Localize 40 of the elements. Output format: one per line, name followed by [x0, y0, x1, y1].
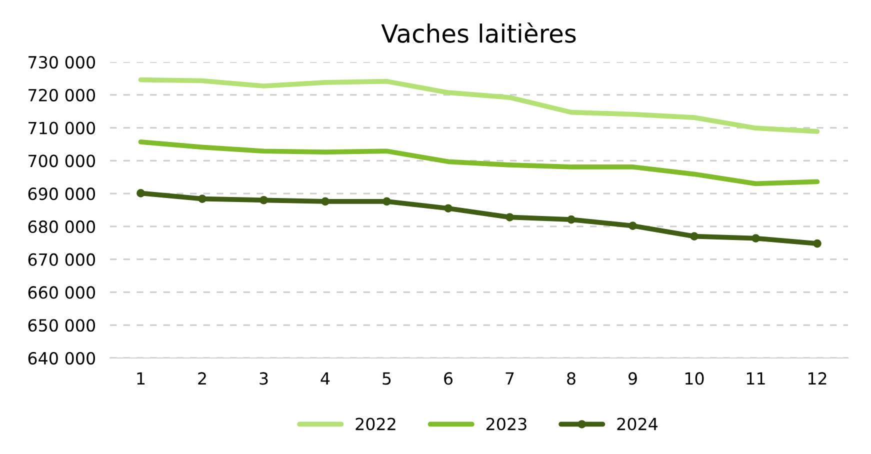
- point: [752, 234, 760, 242]
- legend-label: 2024: [617, 418, 658, 430]
- point: [690, 232, 698, 240]
- y-tick-label: 650 000: [28, 319, 96, 332]
- point: [567, 215, 576, 224]
- x-tick-label: 4: [320, 372, 330, 385]
- point: [628, 222, 637, 230]
- x-tick-label: 1: [137, 372, 145, 385]
- point: [198, 194, 206, 203]
- y-tick-label: 640 000: [28, 352, 96, 365]
- x-tick-label: 2: [198, 372, 206, 385]
- line-series: [138, 139, 820, 186]
- x-tick-label: 10: [685, 372, 704, 385]
- x-tick-label: 9: [628, 372, 637, 385]
- y-tick-label: 670 000: [28, 253, 96, 266]
- point: [506, 213, 514, 222]
- x-tick-label: 8: [567, 372, 576, 385]
- x-tick-label: 6: [444, 372, 453, 385]
- chart-title: Vaches laitières: [381, 22, 576, 43]
- legend-label: 2022: [356, 418, 396, 430]
- point: [813, 239, 822, 248]
- point: [260, 196, 268, 204]
- line-series: [138, 77, 820, 134]
- y-tick-label: 660 000: [28, 286, 96, 299]
- point: [136, 189, 145, 198]
- y-tick-label: 680 000: [28, 220, 96, 234]
- y-tick-label: 720 000: [28, 88, 96, 102]
- legend-label: 2023: [486, 418, 526, 430]
- point: [444, 204, 452, 213]
- y-tick-label: 710 000: [28, 122, 96, 134]
- point: [382, 197, 391, 206]
- y-tick-label: 730 000: [28, 56, 96, 69]
- x-tick-label: 7: [506, 372, 514, 385]
- point: [321, 197, 330, 206]
- y-tick-label: 690 000: [28, 188, 96, 200]
- x-tick-label: 3: [260, 372, 268, 385]
- x-tick-label: 11: [746, 372, 765, 385]
- y-tick-label: 700 000: [28, 154, 96, 168]
- x-tick-label: 5: [382, 372, 391, 385]
- x-tick-label: 12: [808, 372, 826, 385]
